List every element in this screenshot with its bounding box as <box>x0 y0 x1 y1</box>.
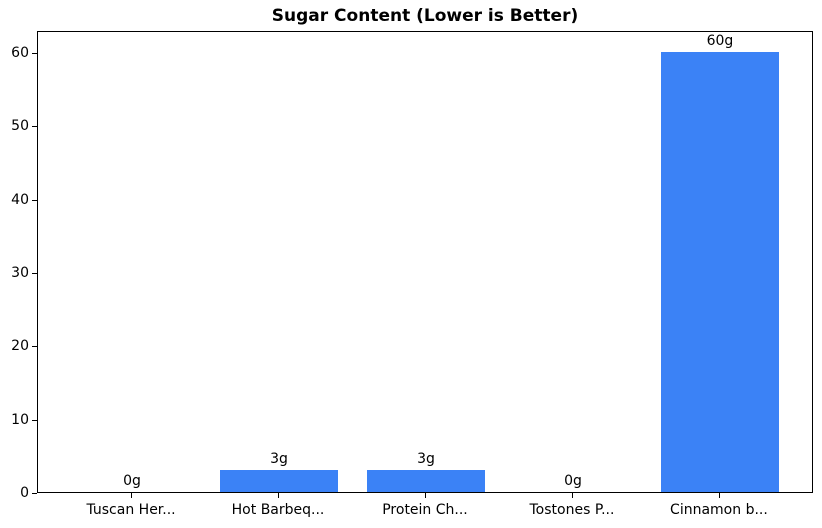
chart-title: Sugar Content (Lower is Better) <box>271 6 579 26</box>
y-tick <box>32 53 37 54</box>
y-tick-label: 0 <box>20 485 29 501</box>
x-tick <box>278 493 280 498</box>
x-tick-label: Protein Ch... <box>382 502 468 518</box>
x-tick <box>131 493 133 498</box>
y-tick <box>32 493 37 494</box>
bar-value-label: 60g <box>706 32 734 49</box>
x-tick-label: Tuscan Her... <box>86 502 176 518</box>
y-tick <box>32 273 37 274</box>
bar-value-label: 3g <box>417 450 435 467</box>
bar-value-label: 3g <box>270 450 288 467</box>
y-tick-label: 20 <box>11 338 29 355</box>
x-tick-label: Tostones P... <box>529 502 615 518</box>
bar-value-label: 0g <box>123 472 141 489</box>
y-tick-label: 10 <box>11 411 29 428</box>
y-tick-label: 50 <box>11 118 29 135</box>
x-tick <box>425 493 426 498</box>
y-tick <box>32 346 37 348</box>
bar-4 <box>661 52 779 492</box>
y-tick-label: 30 <box>11 265 29 281</box>
x-tick-label: Hot Barbeq... <box>231 502 325 518</box>
x-tick-label: Cinnamon b... <box>670 502 768 518</box>
y-tick <box>32 126 37 128</box>
x-tick <box>571 493 573 498</box>
bar-2 <box>367 470 485 492</box>
y-tick-label: 60 <box>11 45 29 61</box>
y-tick-label: 40 <box>11 191 29 208</box>
plot-area: 0g 3g 3g 0g 60g <box>37 31 813 493</box>
bar-value-label: 0g <box>564 472 582 489</box>
x-tick <box>718 493 720 498</box>
bar-1 <box>220 470 338 492</box>
y-tick <box>32 419 37 421</box>
y-tick <box>32 199 37 201</box>
